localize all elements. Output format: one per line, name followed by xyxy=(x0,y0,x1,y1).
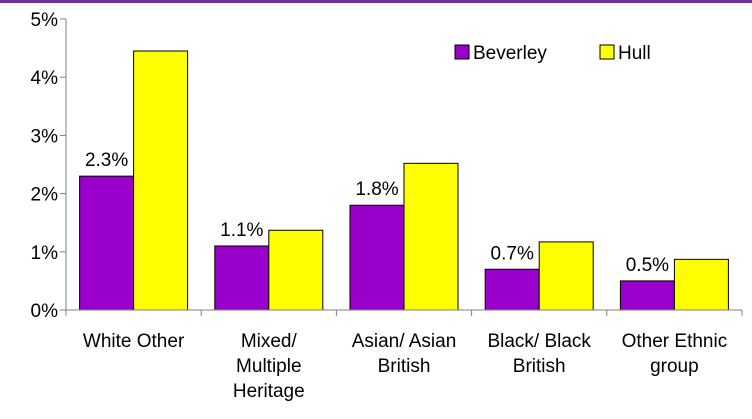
bar-beverley xyxy=(349,204,405,311)
bar-hull xyxy=(403,162,459,311)
y-axis: 0% 1% 2% 3% 4% 5% xyxy=(31,10,67,322)
x-category-line: British xyxy=(513,356,566,377)
y-tick-label: 0% xyxy=(31,301,59,322)
bar-hull xyxy=(673,258,729,311)
data-label: 2.3% xyxy=(85,150,128,171)
x-category-label: White Other xyxy=(83,331,185,352)
x-category-label: Mixed/Multiple Heritage xyxy=(233,331,305,402)
x-category-line: Mixed/ xyxy=(241,331,298,352)
x-category-line: Heritage xyxy=(233,381,305,402)
bar-beverley xyxy=(214,245,270,311)
legend: Beverley Hull xyxy=(454,43,651,64)
y-tick-label: 2% xyxy=(31,185,59,206)
y-tick-label: 5% xyxy=(31,10,59,31)
x-category-line: group xyxy=(650,356,699,377)
x-category-line: British xyxy=(378,356,431,377)
bar-hull xyxy=(538,241,594,311)
x-category-line: Other Ethnic xyxy=(622,331,728,352)
x-category-line: Asian/ Asian xyxy=(352,331,457,352)
bars xyxy=(79,50,729,311)
data-label: 1.8% xyxy=(355,179,398,200)
y-tick-label: 3% xyxy=(31,126,59,147)
bar-beverley xyxy=(484,268,540,311)
legend-swatch-beverley xyxy=(454,44,470,60)
bar-hull xyxy=(268,229,324,311)
data-label: 0.5% xyxy=(626,255,669,276)
x-category-line: Black/ Black xyxy=(487,331,591,352)
y-tick-label: 1% xyxy=(31,243,59,264)
y-tick-label: 4% xyxy=(31,68,59,89)
bar-beverley xyxy=(619,280,675,311)
x-category-line: Multiple xyxy=(236,356,301,377)
bar-hull xyxy=(133,50,189,311)
x-category-label: Asian/ Asian British xyxy=(352,331,457,377)
x-axis: White Other Mixed/Multiple Heritage Asian/ … xyxy=(65,309,743,402)
legend-swatch-hull xyxy=(599,44,615,60)
x-category-label: Black/ Black British xyxy=(487,331,591,377)
data-label: 0.7% xyxy=(491,243,534,264)
bar-beverley xyxy=(79,175,135,311)
legend-label: Beverley xyxy=(473,43,547,64)
top-rule xyxy=(0,0,752,3)
x-category-label: Other Ethnic group xyxy=(622,331,728,377)
data-labels: 2.3% 1.1% 1.8% 0.7% 0.5% xyxy=(85,150,669,276)
x-category-line: White Other xyxy=(83,331,185,352)
legend-label: Hull xyxy=(618,43,651,64)
data-label: 1.1% xyxy=(220,220,263,241)
